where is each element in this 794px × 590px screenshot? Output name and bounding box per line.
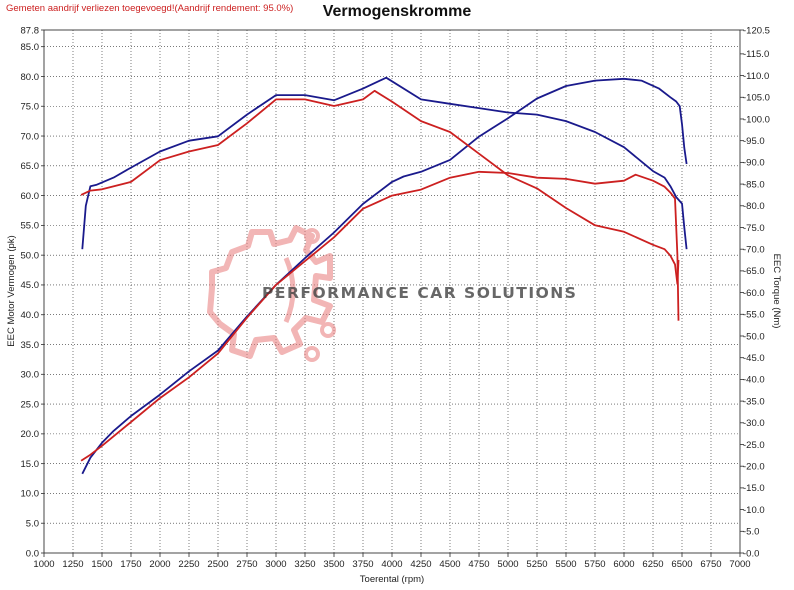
y-right-tick-label: -70.0: [743, 244, 765, 255]
watermark-text: PERFORMANCE CAR SOLUTIONS: [262, 284, 578, 302]
y-left-tick-label: 10.0: [21, 489, 40, 500]
x-tick-label: 2250: [178, 559, 199, 570]
x-tick-label: 3000: [265, 559, 286, 570]
y-right-tick-label: -30.0: [743, 418, 765, 429]
y-left-tick-label: 35.0: [21, 340, 40, 351]
plot-border: [43, 29, 741, 554]
x-tick-label: 2500: [207, 559, 228, 570]
y-right-tick-label: -20.0: [743, 461, 765, 472]
y-right-tick-label: -80.0: [743, 201, 765, 212]
x-tick-label: 6000: [613, 559, 634, 570]
x-tick-label: 3500: [323, 559, 344, 570]
left-axis-title: EEC Motor Vermogen (pk): [6, 235, 17, 346]
grid-lines: [41, 29, 744, 557]
x-tick-label: 1000: [33, 559, 54, 570]
x-tick-label: 4500: [439, 559, 460, 570]
y-right-tick-label: -15.0: [743, 483, 765, 494]
y-right-tick-label: -35.0: [743, 396, 765, 407]
x-tick-label: 1750: [120, 559, 141, 570]
x-tick-label: 6750: [700, 559, 721, 570]
drive-loss-note: Gemeten aandrijf verliezen toegevoegd!(A…: [6, 3, 294, 14]
y-right-tick-label: -50.0: [743, 331, 765, 342]
x-tick-label: 5500: [555, 559, 576, 570]
left-tick-labels: 0.0 5.0 10.0 15.0 20.0 25.0 30.0 35.0 40.0 45.0 50…: [21, 25, 40, 559]
y-right-tick-label: -95.0: [743, 136, 765, 147]
red-power-curve: [80, 170, 680, 462]
x-tick-label: 4750: [468, 559, 489, 570]
y-right-tick-label: -85.0: [743, 179, 765, 190]
y-left-tick-label: 40.0: [21, 310, 40, 321]
y-left-tick-label: 5.0: [26, 519, 39, 530]
y-right-tick-label: -55.0: [743, 310, 765, 321]
y-left-tick-label: 0.0: [26, 548, 39, 559]
y-right-tick-label: -60.0: [743, 288, 765, 299]
data-series: [80, 76, 688, 475]
x-tick-label: 5750: [584, 559, 605, 570]
y-right-tick-label: -100.0: [743, 114, 770, 125]
x-tick-label: 5250: [526, 559, 547, 570]
y-left-tick-label: 55.0: [21, 221, 40, 232]
y-left-tick-label: 70.0: [21, 131, 40, 142]
y-right-tick-label: -115.0: [743, 49, 769, 60]
y-left-tick-label: 75.0: [21, 102, 40, 113]
y-right-tick-label: -105.0: [743, 93, 770, 104]
x-tick-label: 5000: [497, 559, 518, 570]
y-left-tick-label: 50.0: [21, 250, 40, 261]
red-torque-curve: [80, 89, 680, 285]
y-right-tick-label: -110.0: [743, 71, 769, 82]
y-left-tick-label: 45.0: [21, 280, 40, 291]
x-tick-label: 4000: [381, 559, 402, 570]
y-right-tick-label: -75.0: [743, 223, 765, 234]
gear-logo-icon: [207, 225, 336, 362]
y-right-tick-label: -65.0: [743, 266, 765, 277]
y-left-tick-label: 60.0: [21, 191, 40, 202]
y-right-tick-label: -0.0: [743, 548, 759, 559]
y-right-tick-label: -45.0: [743, 353, 765, 364]
x-tick-label: 7000: [729, 559, 750, 570]
x-tick-label: 4250: [410, 559, 431, 570]
y-left-tick-label: 87.8: [21, 25, 40, 36]
blue-torque-curve: [81, 76, 688, 250]
y-left-tick-label: 20.0: [21, 429, 40, 440]
x-tick-labels: 1000 1250 1500 1750 2000 2250 2500 2750 3000 3250…: [33, 559, 750, 570]
y-left-tick-label: 15.0: [21, 459, 40, 470]
y-right-tick-label: -40.0: [743, 375, 765, 386]
x-axis-title: Toerental (rpm): [360, 574, 424, 585]
y-left-tick-label: 30.0: [21, 370, 40, 381]
x-tick-label: 6250: [642, 559, 663, 570]
x-tick-label: 2750: [236, 559, 257, 570]
y-left-tick-label: 65.0: [21, 161, 40, 172]
x-tick-label: 2000: [149, 559, 170, 570]
x-tick-label: 1500: [91, 559, 112, 570]
chart-title: Vermogenskromme: [322, 3, 472, 20]
y-right-tick-label: -25.0: [743, 440, 765, 451]
y-left-tick-label: 25.0: [21, 399, 40, 410]
x-tick-label: 6500: [671, 559, 692, 570]
x-tick-label: 3750: [352, 559, 373, 570]
y-right-tick-label: -120.5: [743, 25, 770, 36]
y-right-tick-label: -5.0: [743, 527, 759, 538]
x-tick-label: 3250: [294, 559, 315, 570]
right-tick-labels: -0.0 -5.0 -10.0 -15.0 -20.0 -25.0 -30.0 -35.0 -4…: [743, 25, 770, 559]
y-left-tick-label: 85.0: [21, 42, 40, 53]
x-tick-label: 1250: [62, 559, 83, 570]
y-left-tick-label: 80.0: [21, 72, 40, 83]
y-right-tick-label: -90.0: [743, 158, 765, 169]
blue-power-curve: [81, 77, 688, 475]
right-axis-title: EEC Torque (Nm): [771, 254, 782, 329]
y-right-tick-label: -10.0: [743, 505, 765, 516]
